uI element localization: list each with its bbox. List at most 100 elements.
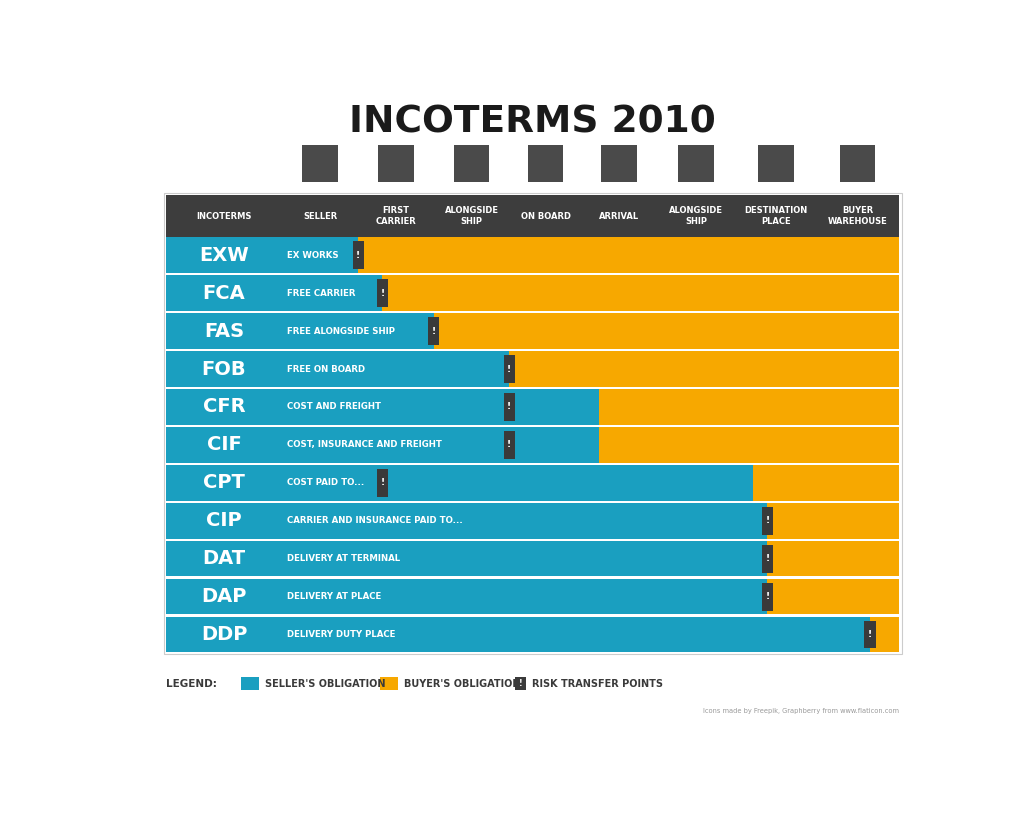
FancyBboxPatch shape — [166, 275, 382, 311]
FancyBboxPatch shape — [166, 352, 899, 387]
Text: DESTINATION
PLACE: DESTINATION PLACE — [744, 207, 808, 225]
Text: FOB: FOB — [202, 360, 247, 379]
Text: CIP: CIP — [206, 511, 242, 530]
FancyBboxPatch shape — [454, 146, 489, 182]
Text: COST, INSURANCE AND FREIGHT: COST, INSURANCE AND FREIGHT — [287, 440, 441, 449]
FancyBboxPatch shape — [840, 146, 876, 182]
FancyBboxPatch shape — [166, 503, 767, 539]
FancyBboxPatch shape — [166, 275, 899, 311]
Text: !: ! — [507, 440, 511, 449]
FancyBboxPatch shape — [504, 393, 515, 421]
Text: !: ! — [380, 289, 384, 298]
FancyBboxPatch shape — [166, 541, 767, 576]
FancyBboxPatch shape — [166, 465, 753, 501]
Text: !: ! — [765, 593, 769, 602]
Text: !: ! — [765, 516, 769, 525]
Text: CARRIER AND INSURANCE PAID TO...: CARRIER AND INSURANCE PAID TO... — [287, 516, 463, 525]
FancyBboxPatch shape — [864, 621, 876, 649]
Text: DELIVERY AT PLACE: DELIVERY AT PLACE — [287, 593, 381, 602]
FancyBboxPatch shape — [166, 427, 899, 462]
FancyBboxPatch shape — [762, 507, 773, 535]
FancyBboxPatch shape — [166, 389, 599, 425]
FancyBboxPatch shape — [762, 583, 773, 610]
FancyBboxPatch shape — [166, 503, 899, 539]
FancyBboxPatch shape — [380, 677, 397, 690]
FancyBboxPatch shape — [504, 355, 515, 383]
FancyBboxPatch shape — [166, 311, 899, 313]
Text: COST AND FREIGHT: COST AND FREIGHT — [287, 402, 381, 411]
FancyBboxPatch shape — [166, 576, 899, 579]
FancyBboxPatch shape — [352, 241, 364, 269]
Text: CFR: CFR — [203, 397, 246, 417]
FancyBboxPatch shape — [166, 539, 899, 541]
Text: EXW: EXW — [199, 246, 249, 265]
FancyBboxPatch shape — [759, 146, 794, 182]
Text: DAP: DAP — [202, 587, 247, 606]
FancyBboxPatch shape — [166, 238, 899, 273]
FancyBboxPatch shape — [166, 617, 870, 652]
FancyBboxPatch shape — [504, 431, 515, 459]
Text: !: ! — [507, 365, 511, 374]
FancyBboxPatch shape — [527, 146, 563, 182]
FancyBboxPatch shape — [166, 501, 899, 503]
Text: ARRIVAL: ARRIVAL — [599, 212, 639, 221]
FancyBboxPatch shape — [377, 469, 388, 497]
Text: !: ! — [356, 251, 360, 260]
FancyBboxPatch shape — [166, 427, 599, 462]
Text: FAS: FAS — [204, 322, 244, 340]
Text: CPT: CPT — [203, 474, 245, 492]
Text: !: ! — [518, 679, 522, 688]
Text: FREE CARRIER: FREE CARRIER — [287, 289, 355, 298]
FancyBboxPatch shape — [166, 425, 899, 427]
Text: BUYER'S OBLIGATION: BUYER'S OBLIGATION — [404, 679, 520, 689]
Text: COST PAID TO...: COST PAID TO... — [287, 479, 364, 488]
FancyBboxPatch shape — [302, 146, 338, 182]
FancyBboxPatch shape — [166, 617, 899, 652]
FancyBboxPatch shape — [166, 195, 899, 238]
FancyBboxPatch shape — [166, 387, 899, 389]
Text: CIF: CIF — [207, 435, 242, 454]
FancyBboxPatch shape — [242, 677, 259, 690]
FancyBboxPatch shape — [166, 273, 899, 275]
Text: FIRST
CARRIER: FIRST CARRIER — [376, 207, 417, 225]
FancyBboxPatch shape — [166, 352, 509, 387]
Text: DELIVERY DUTY PLACE: DELIVERY DUTY PLACE — [287, 630, 395, 639]
FancyBboxPatch shape — [679, 146, 714, 182]
FancyBboxPatch shape — [166, 389, 899, 425]
FancyBboxPatch shape — [166, 238, 358, 273]
Text: DDP: DDP — [201, 625, 247, 644]
FancyBboxPatch shape — [377, 279, 388, 307]
Text: LEGEND:: LEGEND: — [166, 679, 217, 689]
FancyBboxPatch shape — [166, 313, 899, 348]
Text: ALONGSIDE
SHIP: ALONGSIDE SHIP — [670, 207, 723, 225]
FancyBboxPatch shape — [166, 579, 767, 615]
Text: BUYER
WAREHOUSE: BUYER WAREHOUSE — [827, 207, 888, 225]
FancyBboxPatch shape — [378, 146, 414, 182]
Text: SELLER: SELLER — [303, 212, 337, 221]
Text: FREE ON BOARD: FREE ON BOARD — [287, 365, 365, 374]
Text: Icons made by Freepik, Graphberry from www.flaticon.com: Icons made by Freepik, Graphberry from w… — [703, 707, 899, 714]
FancyBboxPatch shape — [166, 462, 899, 465]
Text: ON BOARD: ON BOARD — [520, 212, 570, 221]
FancyBboxPatch shape — [166, 579, 899, 615]
Text: SELLER'S OBLIGATION: SELLER'S OBLIGATION — [265, 679, 386, 689]
Text: EX WORKS: EX WORKS — [287, 251, 338, 260]
Text: INCOTERMS: INCOTERMS — [197, 212, 252, 221]
FancyBboxPatch shape — [762, 545, 773, 572]
Text: DAT: DAT — [203, 549, 246, 568]
Text: FREE ALONGSIDE SHIP: FREE ALONGSIDE SHIP — [287, 326, 394, 335]
Text: FCA: FCA — [203, 283, 246, 303]
FancyBboxPatch shape — [166, 313, 434, 348]
FancyBboxPatch shape — [428, 317, 439, 345]
FancyBboxPatch shape — [601, 146, 637, 182]
FancyBboxPatch shape — [166, 465, 899, 501]
FancyBboxPatch shape — [166, 348, 899, 352]
Text: INCOTERMS 2010: INCOTERMS 2010 — [349, 105, 716, 141]
FancyBboxPatch shape — [166, 615, 899, 617]
Text: !: ! — [507, 402, 511, 411]
Text: ALONGSIDE
SHIP: ALONGSIDE SHIP — [444, 207, 499, 225]
Text: DELIVERY AT TERMINAL: DELIVERY AT TERMINAL — [287, 554, 399, 563]
Text: !: ! — [765, 554, 769, 563]
FancyBboxPatch shape — [166, 541, 899, 576]
Text: RISK TRANSFER POINTS: RISK TRANSFER POINTS — [531, 679, 663, 689]
